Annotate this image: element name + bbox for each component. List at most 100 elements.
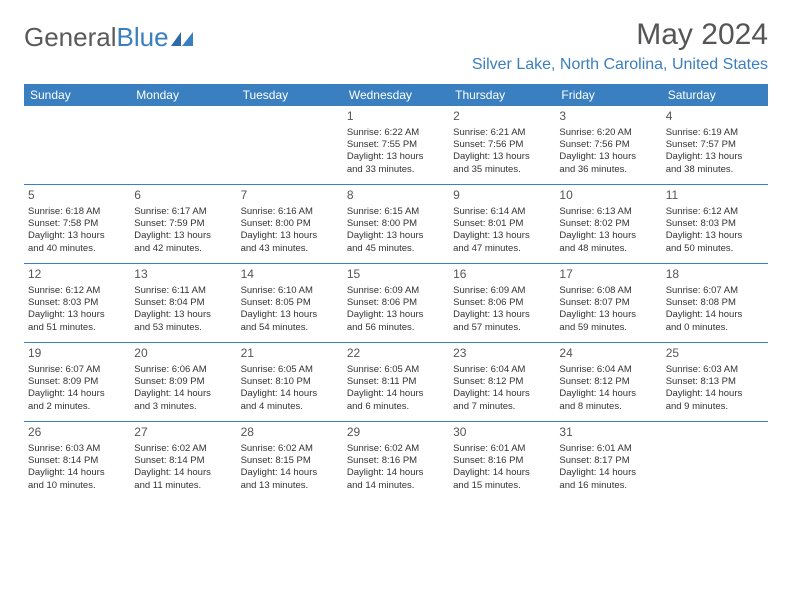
day-sunset-label: Sunset: 8:12 PM — [453, 376, 551, 388]
day-cell: 7Sunrise: 6:16 AMSunset: 8:00 PMDaylight… — [237, 185, 343, 263]
day-cell: 9Sunrise: 6:14 AMSunset: 8:01 PMDaylight… — [449, 185, 555, 263]
weekday-header-cell: Thursday — [449, 84, 555, 106]
day-daylight1-label: Daylight: 13 hours — [28, 309, 126, 321]
day-number: 14 — [241, 267, 339, 283]
day-cell: 21Sunrise: 6:05 AMSunset: 8:10 PMDayligh… — [237, 343, 343, 421]
day-cell: 31Sunrise: 6:01 AMSunset: 8:17 PMDayligh… — [555, 422, 661, 500]
day-daylight2-label: and 2 minutes. — [28, 401, 126, 413]
day-cell: 4Sunrise: 6:19 AMSunset: 7:57 PMDaylight… — [662, 106, 768, 184]
day-daylight1-label: Daylight: 13 hours — [559, 151, 657, 163]
day-number: 23 — [453, 346, 551, 362]
day-daylight1-label: Daylight: 14 hours — [241, 388, 339, 400]
day-daylight2-label: and 45 minutes. — [347, 243, 445, 255]
day-cell: 25Sunrise: 6:03 AMSunset: 8:13 PMDayligh… — [662, 343, 768, 421]
weekday-header-cell: Wednesday — [343, 84, 449, 106]
day-daylight2-label: and 36 minutes. — [559, 164, 657, 176]
day-daylight2-label: and 11 minutes. — [134, 480, 232, 492]
day-daylight1-label: Daylight: 13 hours — [134, 309, 232, 321]
day-daylight1-label: Daylight: 13 hours — [453, 230, 551, 242]
day-daylight2-label: and 59 minutes. — [559, 322, 657, 334]
day-number: 6 — [134, 188, 232, 204]
day-sunrise-label: Sunrise: 6:04 AM — [559, 364, 657, 376]
day-daylight2-label: and 13 minutes. — [241, 480, 339, 492]
day-number: 27 — [134, 425, 232, 441]
day-sunset-label: Sunset: 7:57 PM — [666, 139, 764, 151]
day-number: 31 — [559, 425, 657, 441]
day-number: 19 — [28, 346, 126, 362]
day-daylight2-label: and 6 minutes. — [347, 401, 445, 413]
day-sunrise-label: Sunrise: 6:02 AM — [241, 443, 339, 455]
day-sunset-label: Sunset: 8:01 PM — [453, 218, 551, 230]
logo-text-general: General — [24, 22, 117, 53]
title-block: May 2024 Silver Lake, North Carolina, Un… — [472, 18, 768, 74]
location-label: Silver Lake, North Carolina, United Stat… — [472, 56, 768, 74]
day-daylight2-label: and 16 minutes. — [559, 480, 657, 492]
day-cell: 10Sunrise: 6:13 AMSunset: 8:02 PMDayligh… — [555, 185, 661, 263]
day-number: 17 — [559, 267, 657, 283]
day-sunset-label: Sunset: 7:59 PM — [134, 218, 232, 230]
day-sunrise-label: Sunrise: 6:20 AM — [559, 127, 657, 139]
day-number: 25 — [666, 346, 764, 362]
day-number: 3 — [559, 109, 657, 125]
day-sunrise-label: Sunrise: 6:02 AM — [347, 443, 445, 455]
day-number: 5 — [28, 188, 126, 204]
day-cell: 24Sunrise: 6:04 AMSunset: 8:12 PMDayligh… — [555, 343, 661, 421]
day-sunset-label: Sunset: 8:00 PM — [347, 218, 445, 230]
day-sunrise-label: Sunrise: 6:09 AM — [347, 285, 445, 297]
day-sunset-label: Sunset: 7:58 PM — [28, 218, 126, 230]
day-cell: 17Sunrise: 6:08 AMSunset: 8:07 PMDayligh… — [555, 264, 661, 342]
day-sunrise-label: Sunrise: 6:10 AM — [241, 285, 339, 297]
day-daylight2-label: and 33 minutes. — [347, 164, 445, 176]
day-sunset-label: Sunset: 8:07 PM — [559, 297, 657, 309]
logo: GeneralBlue — [24, 18, 193, 53]
day-sunset-label: Sunset: 8:09 PM — [134, 376, 232, 388]
day-number: 21 — [241, 346, 339, 362]
day-number: 1 — [347, 109, 445, 125]
day-cell: 22Sunrise: 6:05 AMSunset: 8:11 PMDayligh… — [343, 343, 449, 421]
day-sunrise-label: Sunrise: 6:09 AM — [453, 285, 551, 297]
header: GeneralBlue May 2024 Silver Lake, North … — [24, 18, 768, 74]
day-number: 22 — [347, 346, 445, 362]
day-daylight2-label: and 14 minutes. — [347, 480, 445, 492]
day-cell: 28Sunrise: 6:02 AMSunset: 8:15 PMDayligh… — [237, 422, 343, 500]
day-sunrise-label: Sunrise: 6:02 AM — [134, 443, 232, 455]
day-daylight2-label: and 42 minutes. — [134, 243, 232, 255]
day-cell: 6Sunrise: 6:17 AMSunset: 7:59 PMDaylight… — [130, 185, 236, 263]
day-sunset-label: Sunset: 8:12 PM — [559, 376, 657, 388]
day-number: 29 — [347, 425, 445, 441]
day-sunset-label: Sunset: 8:11 PM — [347, 376, 445, 388]
day-cell-empty — [130, 106, 236, 184]
day-sunrise-label: Sunrise: 6:06 AM — [134, 364, 232, 376]
day-sunset-label: Sunset: 8:10 PM — [241, 376, 339, 388]
day-number: 20 — [134, 346, 232, 362]
day-sunset-label: Sunset: 8:16 PM — [347, 455, 445, 467]
day-daylight2-label: and 51 minutes. — [28, 322, 126, 334]
day-number: 7 — [241, 188, 339, 204]
day-sunrise-label: Sunrise: 6:15 AM — [347, 206, 445, 218]
day-daylight1-label: Daylight: 13 hours — [453, 151, 551, 163]
day-cell: 1Sunrise: 6:22 AMSunset: 7:55 PMDaylight… — [343, 106, 449, 184]
day-daylight1-label: Daylight: 14 hours — [347, 467, 445, 479]
day-sunrise-label: Sunrise: 6:16 AM — [241, 206, 339, 218]
day-cell: 14Sunrise: 6:10 AMSunset: 8:05 PMDayligh… — [237, 264, 343, 342]
day-daylight2-label: and 35 minutes. — [453, 164, 551, 176]
day-sunset-label: Sunset: 8:09 PM — [28, 376, 126, 388]
day-daylight1-label: Daylight: 14 hours — [134, 467, 232, 479]
day-daylight1-label: Daylight: 14 hours — [28, 388, 126, 400]
day-daylight1-label: Daylight: 14 hours — [666, 388, 764, 400]
day-daylight1-label: Daylight: 13 hours — [28, 230, 126, 242]
day-daylight1-label: Daylight: 14 hours — [347, 388, 445, 400]
day-cell: 26Sunrise: 6:03 AMSunset: 8:14 PMDayligh… — [24, 422, 130, 500]
day-daylight1-label: Daylight: 13 hours — [241, 309, 339, 321]
day-number: 15 — [347, 267, 445, 283]
day-sunset-label: Sunset: 8:13 PM — [666, 376, 764, 388]
day-cell: 5Sunrise: 6:18 AMSunset: 7:58 PMDaylight… — [24, 185, 130, 263]
day-daylight2-label: and 0 minutes. — [666, 322, 764, 334]
day-cell: 8Sunrise: 6:15 AMSunset: 8:00 PMDaylight… — [343, 185, 449, 263]
day-sunrise-label: Sunrise: 6:12 AM — [28, 285, 126, 297]
day-sunrise-label: Sunrise: 6:04 AM — [453, 364, 551, 376]
day-sunrise-label: Sunrise: 6:07 AM — [28, 364, 126, 376]
day-cell: 30Sunrise: 6:01 AMSunset: 8:16 PMDayligh… — [449, 422, 555, 500]
day-sunrise-label: Sunrise: 6:03 AM — [28, 443, 126, 455]
day-cell: 2Sunrise: 6:21 AMSunset: 7:56 PMDaylight… — [449, 106, 555, 184]
